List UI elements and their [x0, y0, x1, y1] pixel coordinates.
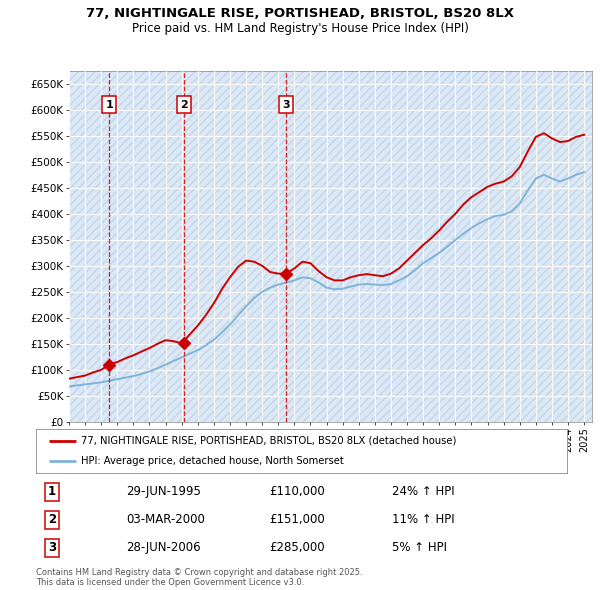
Text: 3: 3 [48, 541, 56, 554]
Text: £110,000: £110,000 [269, 486, 325, 499]
Text: 2: 2 [48, 513, 56, 526]
Text: HPI: Average price, detached house, North Somerset: HPI: Average price, detached house, Nort… [81, 456, 344, 466]
Text: 03-MAR-2000: 03-MAR-2000 [126, 513, 205, 526]
Text: £151,000: £151,000 [269, 513, 325, 526]
Text: Contains HM Land Registry data © Crown copyright and database right 2025.
This d: Contains HM Land Registry data © Crown c… [36, 568, 362, 587]
Text: £285,000: £285,000 [269, 541, 325, 554]
Text: 3: 3 [283, 100, 290, 110]
Text: 28-JUN-2006: 28-JUN-2006 [126, 541, 201, 554]
Text: 29-JUN-1995: 29-JUN-1995 [126, 486, 201, 499]
Text: 11% ↑ HPI: 11% ↑ HPI [392, 513, 454, 526]
Text: 77, NIGHTINGALE RISE, PORTISHEAD, BRISTOL, BS20 8LX: 77, NIGHTINGALE RISE, PORTISHEAD, BRISTO… [86, 7, 514, 20]
Text: 5% ↑ HPI: 5% ↑ HPI [392, 541, 447, 554]
Text: 1: 1 [106, 100, 113, 110]
Text: 1: 1 [48, 486, 56, 499]
Text: Price paid vs. HM Land Registry's House Price Index (HPI): Price paid vs. HM Land Registry's House … [131, 22, 469, 35]
Text: 77, NIGHTINGALE RISE, PORTISHEAD, BRISTOL, BS20 8LX (detached house): 77, NIGHTINGALE RISE, PORTISHEAD, BRISTO… [81, 436, 457, 446]
Text: 24% ↑ HPI: 24% ↑ HPI [392, 486, 454, 499]
Text: 2: 2 [181, 100, 188, 110]
